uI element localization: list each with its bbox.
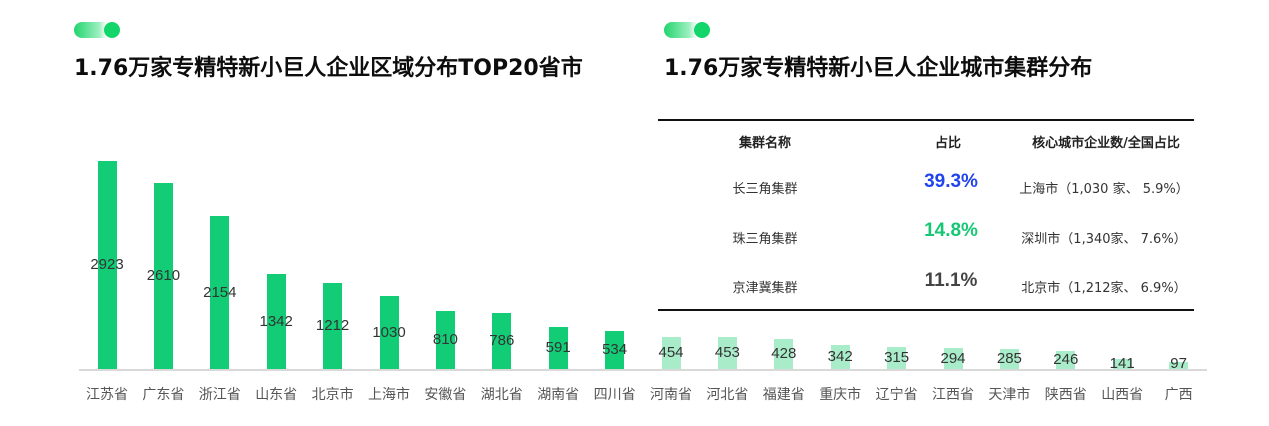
x-tick-label: 广东省: [142, 387, 185, 403]
bar-value-label: 591: [545, 339, 571, 356]
bar: [661, 337, 681, 369]
cluster-name: 珠三角集群: [732, 232, 798, 247]
x-tick-label: 上海市: [368, 387, 410, 403]
x-tick-label: 福建省: [762, 387, 805, 403]
bar-value-label: 141: [1109, 355, 1135, 372]
cluster-share: 39.3%: [924, 171, 978, 192]
cluster-name: 京津冀集群: [732, 281, 798, 296]
core-city-stat: 深圳市（1,340家、 7.6%）: [1021, 232, 1187, 247]
header-share: 占比: [934, 136, 961, 151]
header-cluster-name: 集群名称: [738, 136, 791, 151]
x-tick-label: 浙江省: [198, 387, 241, 403]
bar-value-label: 1342: [259, 312, 293, 330]
bar-value-label: 246: [1053, 351, 1079, 368]
title-decoration-dot: [104, 22, 120, 38]
bar: [548, 327, 568, 369]
bar-value-label: 342: [827, 348, 853, 365]
bar-value-label: 786: [489, 332, 515, 349]
x-tick-label: 四川省: [593, 387, 636, 403]
x-tick-label: 湖南省: [537, 387, 580, 403]
bar-value-label: 285: [996, 350, 1022, 367]
bar: [379, 296, 399, 369]
bar-value-label: 454: [658, 344, 684, 361]
bar-value-label: 534: [602, 341, 628, 358]
bar-value-label: 1212: [315, 317, 350, 334]
x-tick-label: 河北省: [706, 387, 749, 403]
bar-value-label: 453: [714, 344, 740, 361]
bar-value-label: 97: [1170, 355, 1187, 372]
title-decoration-dot: [694, 22, 710, 38]
bar: [97, 161, 117, 369]
bar: [717, 337, 737, 369]
title-decoration-icon: [664, 22, 710, 38]
bar: [210, 216, 230, 369]
bar: [153, 183, 173, 369]
cluster-table: 集群名称 占比 核心城市企业数/全国占比 长三角集群 39.3% 上海市（1,0…: [658, 119, 1194, 311]
bar: [943, 348, 963, 369]
bar-value-label: 428: [771, 345, 797, 362]
cluster-share: 11.1%: [924, 270, 978, 291]
x-tick-label: 广西: [1164, 387, 1193, 403]
bar: [323, 283, 343, 369]
bar: [830, 345, 850, 369]
x-tick-label: 河南省: [650, 387, 692, 403]
bar: [266, 274, 286, 369]
bar: [492, 313, 512, 369]
table-top-rule: [658, 119, 1194, 121]
bar: [999, 349, 1019, 369]
table-bottom-rule: [658, 309, 1194, 311]
core-city-stat: 上海市（1,030 家、 5.9%）: [1019, 182, 1189, 197]
bar: [1169, 362, 1189, 369]
x-tick-label: 江苏省: [86, 387, 128, 403]
x-tick-label: 重庆市: [819, 387, 862, 403]
bar-value-label: 294: [940, 349, 966, 367]
left-panel-title: 1.76万家专精特新小巨人企业区域分布TOP20省市: [74, 56, 583, 81]
bar-value-label: 810: [432, 331, 458, 348]
x-tick-label: 辽宁省: [875, 387, 918, 403]
x-tick-label: 安徽省: [424, 387, 467, 403]
bar: [887, 347, 907, 369]
cluster-share: 14.8%: [924, 220, 978, 241]
x-tick-label: 北京市: [311, 387, 354, 403]
bar: [1056, 351, 1076, 369]
x-tick-label: 湖北省: [480, 387, 523, 403]
bar: [605, 331, 625, 369]
cluster-name: 长三角集群: [732, 182, 798, 197]
bar-value-label: 315: [884, 349, 910, 366]
bar: [435, 311, 455, 369]
right-panel-title: 1.76万家专精特新小巨人企业城市集群分布: [664, 56, 1093, 81]
x-tick-label: 山东省: [255, 387, 298, 403]
x-tick-label: 天津市: [988, 387, 1031, 403]
bar: [1112, 359, 1132, 369]
x-tick-label: 陕西省: [1044, 387, 1087, 403]
core-city-stat: 北京市（1,212家、 6.9%）: [1021, 281, 1187, 296]
bar-value-label: 2610: [146, 267, 181, 284]
bar-value-label: 2154: [203, 283, 237, 301]
bar-value-label: 1030: [372, 323, 406, 341]
bar-value-label: 2923: [90, 256, 124, 273]
x-axis-line: [79, 369, 1207, 371]
x-tick-label: 江西省: [932, 387, 974, 403]
bar: [774, 339, 794, 369]
title-decoration-icon: [74, 22, 120, 38]
header-core-city: 核心城市企业数/全国占比: [1032, 136, 1180, 151]
x-tick-label: 山西省: [1101, 387, 1144, 403]
